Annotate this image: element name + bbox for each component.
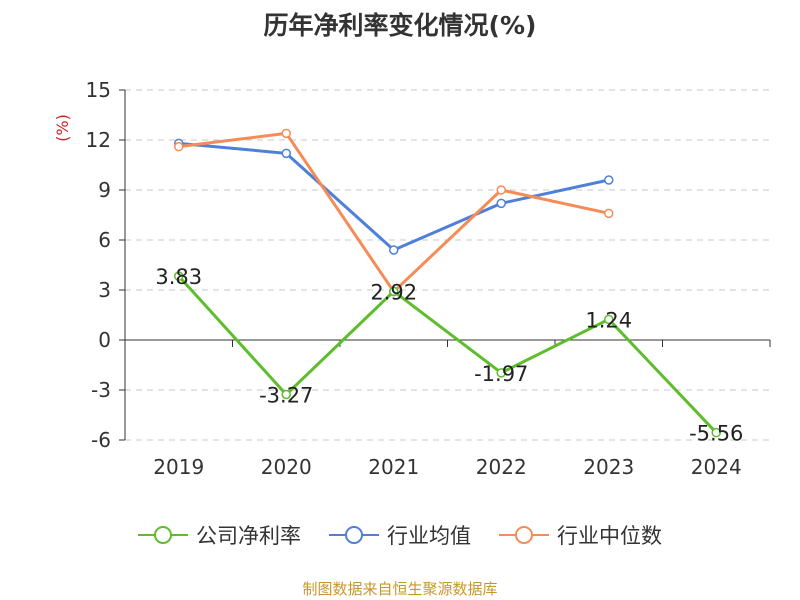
x-tick-label: 2021 xyxy=(368,455,419,479)
legend-label-industry-median: 行业中位数 xyxy=(557,524,662,548)
legend-label-company: 公司净利率 xyxy=(196,524,301,548)
series-line-1 xyxy=(178,141,610,252)
x-tick-label: 2022 xyxy=(476,455,527,479)
data-point xyxy=(389,245,399,255)
y-tick-label: 6 xyxy=(98,228,111,252)
data-label: -1.97 xyxy=(474,362,528,386)
data-labels: 3.83 -3.27 2.92 -1.97 1.24 -5.56 xyxy=(155,265,743,446)
data-label: 2.92 xyxy=(370,280,417,304)
data-point xyxy=(389,286,399,297)
y-tick-label: -3 xyxy=(91,378,111,402)
series-line-2 xyxy=(178,131,610,294)
data-point xyxy=(281,148,291,159)
axes: 15 12 9 6 3 0 -3 -6 (%) 2019 2020 2021 2022 2023 2024 xyxy=(53,78,771,479)
data-label: 3.83 xyxy=(155,265,202,289)
legend-marker-company xyxy=(138,526,188,544)
data-point xyxy=(496,368,506,378)
y-tick-label: 12 xyxy=(86,128,111,152)
y-tick-label: 3 xyxy=(98,278,111,302)
data-label: -5.56 xyxy=(689,422,743,446)
data-point xyxy=(174,141,184,152)
data-point xyxy=(174,271,184,281)
data-label: -3.27 xyxy=(259,384,313,408)
data-point xyxy=(496,185,506,195)
legend-item-industry-mean[interactable]: 行业均值 xyxy=(329,520,471,550)
data-point xyxy=(604,175,614,185)
data-label: 1.24 xyxy=(585,308,632,332)
data-point xyxy=(604,208,614,219)
data-point xyxy=(711,427,721,438)
data-point xyxy=(604,314,614,325)
data-point xyxy=(496,198,506,209)
y-tick-label: -6 xyxy=(91,428,111,452)
chart-title: 历年净利率变化情况(%) xyxy=(263,11,537,40)
y-axis-label: (%) xyxy=(53,114,72,142)
y-tick-label: 9 xyxy=(98,178,111,202)
legend-item-industry-median[interactable]: 行业中位数 xyxy=(499,520,662,550)
x-tick-label: 2019 xyxy=(153,455,204,479)
x-tick-label: 2023 xyxy=(583,455,634,479)
legend-marker-industry-mean xyxy=(329,526,379,544)
y-tick-label: 0 xyxy=(98,328,111,352)
data-point xyxy=(281,128,291,139)
legend-label-industry-mean: 行业均值 xyxy=(387,524,471,548)
x-tick-label: 2020 xyxy=(261,455,312,479)
data-point xyxy=(281,389,291,400)
legend: 公司净利率 行业均值 行业中位数 xyxy=(0,520,800,550)
source-note: 制图数据来自恒生聚源数据库 xyxy=(302,580,498,598)
x-tick-label: 2024 xyxy=(691,455,742,479)
y-tick-label: 15 xyxy=(86,78,111,102)
series-lines xyxy=(174,128,721,438)
series-line-0 xyxy=(177,275,718,434)
legend-marker-industry-median xyxy=(499,526,549,544)
legend-item-company[interactable]: 公司净利率 xyxy=(138,520,301,550)
